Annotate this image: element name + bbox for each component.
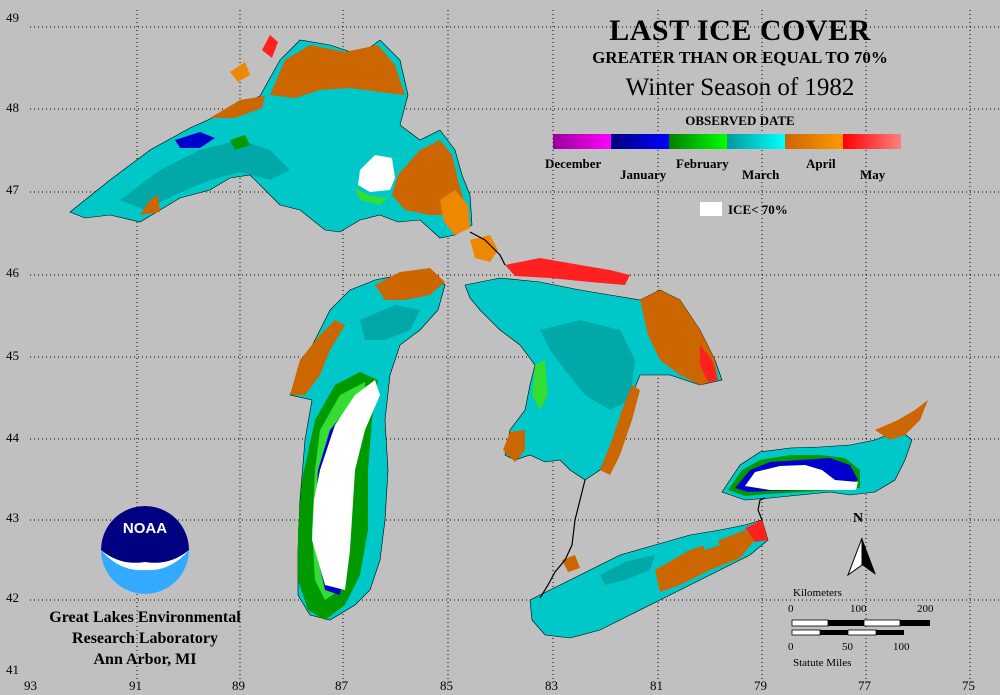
lat-label: 48: [6, 100, 19, 115]
huron-may-north: [505, 258, 630, 285]
connecting-rivers: [469, 231, 766, 599]
legend-ice-swatch: [700, 202, 722, 216]
scale-km-label: Kilometers: [793, 587, 842, 599]
superior-feb-west: [230, 135, 250, 150]
scale-mi-tick: 0: [788, 641, 794, 653]
erie-may-east: [745, 520, 768, 542]
lat-label: 43: [6, 510, 19, 525]
north-arrow: [846, 537, 876, 577]
lon-label: 89: [232, 678, 245, 693]
legend-month-march: March: [742, 167, 780, 182]
map-subtitle: GREATER THAN OR EQUAL TO 70%: [592, 48, 888, 67]
scale-km-tick: 200: [917, 603, 934, 615]
lat-label: 45: [6, 348, 19, 363]
lat-label: 49: [6, 10, 19, 25]
superior-orange-east: [440, 190, 470, 235]
lon-label: 91: [129, 678, 142, 693]
ontario-april-ne: [875, 400, 928, 440]
legend-swatch-december: [553, 134, 611, 149]
huron-april-georgian: [640, 290, 718, 385]
superior-white: [358, 155, 395, 192]
huron-orange-north: [470, 235, 498, 262]
lake-erie: [529, 519, 769, 639]
legend-swatch-february: [669, 134, 727, 149]
lon-label: 87: [335, 678, 348, 693]
credit-line: Research Laboratory: [72, 630, 218, 647]
lon-label: 83: [545, 678, 558, 693]
lon-label: 77: [858, 678, 871, 693]
legend-month-may: May: [860, 167, 886, 182]
credit-line: Great Lakes Environmental: [49, 609, 241, 626]
niagara-river: [757, 497, 766, 521]
huron-march-dark: [540, 320, 635, 410]
legend-month-december: December: [545, 156, 602, 171]
superior-may-nw: [262, 35, 278, 58]
lat-label: 46: [6, 265, 19, 280]
lon-label: 75: [962, 678, 975, 693]
legend-month-february: February: [676, 156, 729, 171]
lake-superior: [69, 35, 473, 239]
superior-orange-nw: [230, 62, 250, 82]
superior-april-north: [270, 45, 405, 98]
lake-huron: [464, 235, 723, 481]
legend-swatch-january: [611, 134, 669, 149]
lon-label: 79: [754, 678, 767, 693]
superior-april-west: [210, 96, 265, 118]
lat-label: 41: [6, 662, 19, 677]
huron-april-south: [600, 385, 640, 475]
legend-ice-label: ICE< 70%: [728, 202, 788, 217]
scale-mi-tick: 100: [893, 641, 910, 653]
erie-march-dark: [600, 555, 655, 585]
lat-label: 47: [6, 182, 19, 197]
noaa-logo-text: NOAA: [123, 520, 167, 537]
lat-label: 44: [6, 430, 19, 445]
st-clair-river: [539, 479, 586, 599]
north-label: N: [853, 511, 864, 526]
map-title: LAST ICE COVER: [609, 14, 871, 47]
scale-mi-label: Statute Miles: [793, 657, 852, 669]
superior-april-sw: [140, 195, 160, 215]
michigan-april-west: [290, 320, 345, 395]
michigan-march-dark: [360, 305, 420, 340]
season-title: Winter Season of 1982: [625, 74, 855, 101]
superior-jan-west: [175, 132, 215, 148]
lon-label: 93: [24, 678, 37, 693]
lake-ontario: [721, 400, 928, 501]
huron-may-georgian: [700, 345, 718, 382]
lat-label: 42: [6, 590, 19, 605]
legend-month-april: April: [806, 156, 836, 171]
legend-heading: OBSERVED DATE: [685, 113, 795, 128]
scale-bars: [791, 619, 930, 636]
erie-april: [655, 530, 755, 592]
credit-line: Ann Arbor, MI: [93, 651, 197, 668]
legend-swatch-march: [727, 134, 785, 149]
huron-green: [532, 360, 548, 410]
lake-michigan: [289, 268, 446, 621]
noaa-logo: NOAA: [101, 506, 189, 594]
legend-month-january: January: [620, 167, 667, 182]
scale-mi-tick: 50: [842, 641, 853, 653]
lon-label: 81: [650, 678, 663, 693]
erie-april-west: [562, 555, 580, 572]
superior-march-dark: [120, 140, 290, 210]
lon-label: 85: [440, 678, 453, 693]
superior-feb-east: [355, 188, 388, 205]
scale-km-tick: 100: [850, 603, 867, 615]
michigan-april-north: [375, 268, 445, 300]
huron-april-saginaw: [503, 430, 525, 462]
michigan-white: [312, 380, 380, 590]
st-marys-river: [469, 231, 506, 266]
legend-swatch-april: [785, 134, 843, 149]
scale-km-tick: 0: [788, 603, 794, 615]
erie-march-east: [700, 535, 720, 550]
legend-swatches: [553, 134, 901, 149]
ontario-white: [745, 465, 858, 490]
legend-swatch-may: [843, 134, 901, 149]
